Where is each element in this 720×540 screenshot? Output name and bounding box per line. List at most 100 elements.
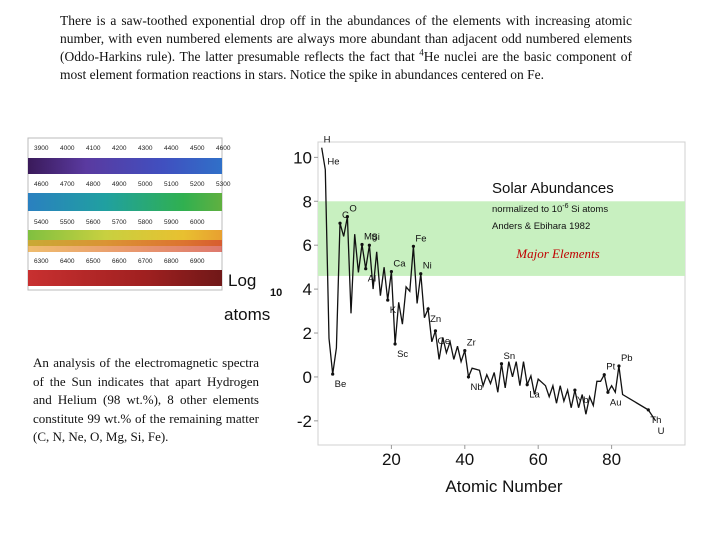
intro-paragraph: There is a saw-toothed exponential drop …	[60, 12, 632, 84]
major-elements-band	[318, 201, 685, 276]
element-label: Ni	[423, 261, 432, 272]
element-label: C	[342, 210, 349, 221]
chart-subtitle: normalized to 10-6 Si atoms	[492, 203, 608, 215]
element-marker	[393, 342, 397, 346]
element-label: H	[324, 135, 331, 146]
spectrum-label: 5200	[190, 181, 205, 188]
y-tick-label: 0	[303, 368, 312, 387]
element-label: La	[529, 390, 540, 401]
y-tick-label: 8	[303, 192, 312, 211]
abundance-line	[321, 147, 657, 422]
element-marker	[419, 272, 423, 276]
spectrum-label: 6400	[60, 258, 75, 265]
text: There is a saw-toothed exponential drop …	[60, 13, 632, 64]
spectrum-label: 5300	[216, 181, 231, 188]
spectrum-label: 3900	[34, 145, 49, 152]
y-tick-label: -2	[297, 412, 312, 431]
element-label: Sc	[397, 349, 408, 360]
element-marker	[433, 329, 438, 333]
spectrum-label: 5700	[112, 219, 127, 226]
element-label: Fe	[415, 233, 426, 244]
y-tick-label: 10	[293, 148, 312, 167]
spectrum-label: 4100	[86, 145, 101, 152]
element-marker	[331, 372, 335, 376]
spectrum-label: 5900	[164, 219, 179, 226]
element-label: Sn	[504, 351, 516, 362]
spectrum-band	[28, 193, 222, 211]
spectrum-band	[28, 270, 222, 286]
element-marker	[367, 243, 371, 247]
y-axis-label: Log	[228, 271, 256, 290]
element-label: Ge	[437, 336, 450, 347]
spectrum-label: 6500	[86, 258, 101, 265]
spectrum-label: 6300	[34, 258, 49, 265]
element-label: Au	[610, 397, 622, 408]
spectrum-label: 6800	[164, 258, 179, 265]
element-label: Yb	[577, 395, 589, 406]
element-marker	[466, 375, 471, 379]
element-marker	[499, 362, 504, 366]
x-tick-label: 60	[529, 450, 548, 469]
chart-title: Solar Abundances	[492, 180, 614, 197]
chart-source: Anders & Ebihara 1982	[492, 221, 590, 232]
element-marker	[617, 364, 621, 368]
element-label: Pt	[606, 362, 615, 373]
spectrum-label: 4600	[216, 145, 231, 152]
spectrum-band	[28, 240, 222, 252]
element-marker	[364, 267, 368, 271]
x-tick-label: 20	[382, 450, 401, 469]
x-axis-label: Atomic Number	[445, 477, 562, 496]
subtitle-part: normalized to 10	[492, 204, 562, 215]
element-marker	[360, 242, 364, 247]
spectrum-label: 4000	[60, 145, 75, 152]
subtitle-part: Si atoms	[568, 204, 608, 215]
spectrum-label: 6900	[190, 258, 205, 265]
spectrum-label: 6600	[112, 258, 127, 265]
spectrum-label: 4600	[34, 181, 49, 188]
element-label: Th	[650, 415, 661, 426]
element-marker	[389, 269, 393, 274]
spectrum-label: 4400	[164, 145, 179, 152]
element-marker	[411, 244, 416, 248]
element-label: Be	[335, 379, 347, 390]
y-axis-label-sub: 10	[270, 287, 282, 299]
element-label: Zn	[430, 314, 441, 325]
spectrum-label: 4200	[112, 145, 127, 152]
spectrum-label: 5100	[164, 181, 179, 188]
x-tick-label: 80	[602, 450, 621, 469]
element-label: Nb	[470, 382, 482, 393]
element-marker	[386, 298, 390, 302]
y-tick-label: 2	[303, 324, 312, 343]
spectrum-label: 4700	[60, 181, 75, 188]
element-marker	[345, 215, 349, 219]
element-marker	[338, 221, 342, 225]
element-marker	[426, 307, 430, 311]
element-label: K	[390, 305, 397, 316]
spectrum-label: 5600	[86, 219, 101, 226]
spectrum-label: 5000	[138, 181, 153, 188]
spectrum-label: 5400	[34, 219, 49, 226]
x-tick-label: 40	[455, 450, 474, 469]
spectrum-label: 5500	[60, 219, 75, 226]
spectrum-label: 4800	[86, 181, 101, 188]
element-marker	[573, 388, 577, 392]
spectrum-label: 4500	[190, 145, 205, 152]
spectrum-label: 4900	[112, 181, 127, 188]
text: He nuclei are the basic component of mos…	[60, 49, 633, 82]
element-marker	[646, 408, 650, 412]
element-label: Ca	[393, 259, 406, 270]
element-marker	[602, 373, 606, 377]
subtitle-part: -6	[562, 203, 568, 210]
element-label: Pb	[621, 353, 633, 364]
spectrum-label: 4300	[138, 145, 153, 152]
side-paragraph: An analysis of the electromagnetic spect…	[33, 355, 259, 444]
spectrum-band	[28, 158, 222, 174]
y-tick-label: 4	[303, 280, 312, 299]
element-label: Si	[371, 232, 379, 243]
element-label: Zr	[467, 338, 476, 349]
element-marker	[606, 390, 610, 394]
spectrum-label: 6700	[138, 258, 153, 265]
element-marker	[463, 348, 467, 353]
band-label: Major Elements	[515, 246, 599, 261]
y-tick-label: 6	[303, 236, 312, 255]
